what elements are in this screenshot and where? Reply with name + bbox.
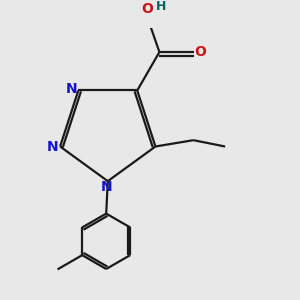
Text: N: N — [100, 180, 112, 194]
Text: N: N — [66, 82, 78, 96]
Text: O: O — [195, 45, 206, 59]
Text: N: N — [47, 140, 59, 154]
Text: H: H — [156, 0, 166, 13]
Text: O: O — [141, 2, 153, 16]
